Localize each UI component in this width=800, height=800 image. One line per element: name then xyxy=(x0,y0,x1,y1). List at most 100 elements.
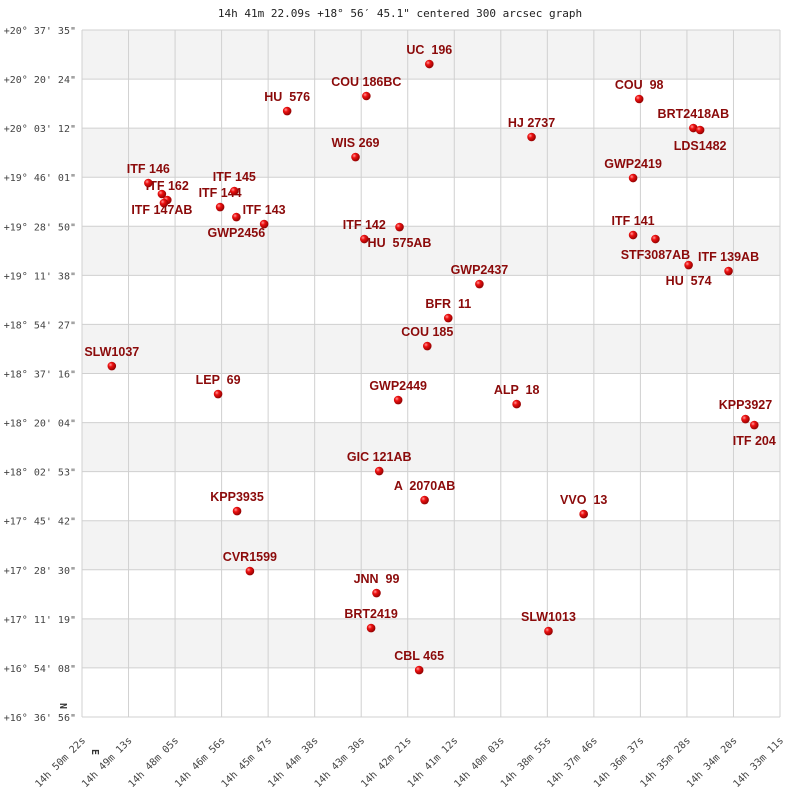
star-point xyxy=(360,234,369,244)
y-tick-label: +20° 03' 12" xyxy=(4,124,76,135)
star-point xyxy=(443,313,453,323)
star-label: GIC 121AB xyxy=(347,450,412,464)
star-point xyxy=(232,212,241,222)
star-point xyxy=(159,198,169,208)
star-label: LEP 69 xyxy=(196,373,241,387)
star-point xyxy=(230,186,239,196)
y-tick-label: +18° 20' 04" xyxy=(4,419,76,430)
star-label: KPP3935 xyxy=(210,490,264,504)
y-tick-label: +19° 11' 38" xyxy=(4,271,76,282)
band xyxy=(82,373,780,423)
star-label: BRT2418AB xyxy=(658,107,730,121)
star-point xyxy=(282,106,292,116)
band xyxy=(82,226,780,276)
star-point xyxy=(689,123,698,133)
y-tick-label: +18° 02' 53" xyxy=(4,468,76,479)
band xyxy=(82,79,780,129)
star-label: VVO 13 xyxy=(560,493,607,507)
star-point xyxy=(527,132,536,142)
star-label: COU 98 xyxy=(615,78,664,92)
band xyxy=(82,422,780,472)
star-point xyxy=(420,495,429,505)
band xyxy=(82,177,780,227)
y-tick-label: +16° 54' 08" xyxy=(4,664,76,675)
y-tick-label: +17° 11' 19" xyxy=(4,615,76,626)
star-point xyxy=(245,566,255,576)
star-point xyxy=(475,279,484,289)
y-tick-label: +20° 37' 35" xyxy=(4,26,76,37)
star-points xyxy=(107,59,759,675)
star-point xyxy=(579,509,588,519)
star-label: A 2070AB xyxy=(394,479,455,493)
star-label: ITF 204 xyxy=(733,434,776,448)
band xyxy=(82,30,780,80)
star-point xyxy=(144,178,153,188)
star-point xyxy=(157,189,167,199)
star-point xyxy=(395,222,404,232)
y-tick-label: +17° 28' 30" xyxy=(4,566,76,577)
star-point xyxy=(213,389,223,399)
star-label: ALP 18 xyxy=(494,383,540,397)
star-label: HU 575AB xyxy=(368,236,432,250)
star-point xyxy=(351,152,360,162)
star-label: LDS1482 xyxy=(674,139,727,153)
star-label: GWP2449 xyxy=(369,379,427,393)
star-point xyxy=(232,506,242,516)
star-point xyxy=(749,420,759,430)
star-point xyxy=(544,626,553,636)
y-tick-label: +18° 54' 27" xyxy=(4,320,76,331)
star-point xyxy=(366,623,376,633)
star-label: ITF 162 xyxy=(146,179,189,193)
star-labels: UC 196 COU 186BC HU 576 HJ 2737 WIS 269 COU 9… xyxy=(84,43,776,663)
star-label: ITF 141 xyxy=(612,214,655,228)
star-label: SLW1013 xyxy=(521,610,576,624)
band xyxy=(82,569,780,619)
y-tick-label: +17° 45' 42" xyxy=(4,517,76,528)
band xyxy=(82,667,780,717)
star-point xyxy=(634,94,644,104)
star-label: COU 185 xyxy=(401,325,453,339)
star-label: CBL 465 xyxy=(394,649,444,663)
star-label: HU 574 xyxy=(666,274,712,288)
star-point xyxy=(362,91,371,101)
star-point xyxy=(628,173,638,183)
star-label: WIS 269 xyxy=(332,136,380,150)
east-marker: E xyxy=(89,749,100,755)
star-label: UC 196 xyxy=(406,43,452,57)
grid-lines xyxy=(81,29,781,718)
star-label: HJ 2737 xyxy=(508,116,555,130)
star-label: STF3087AB xyxy=(621,248,690,262)
band xyxy=(82,618,780,668)
star-label: ITF 143 xyxy=(243,203,286,217)
background-bands xyxy=(82,30,780,717)
star-point xyxy=(425,59,434,69)
north-marker: N xyxy=(57,703,68,709)
band xyxy=(82,324,780,374)
star-point xyxy=(724,266,733,276)
star-point xyxy=(695,125,705,135)
star-label: JNN 99 xyxy=(354,572,400,586)
star-label: ITF 139AB xyxy=(698,250,759,264)
star-point xyxy=(628,230,638,240)
star-point xyxy=(372,588,381,598)
star-label: ITF 147AB xyxy=(131,203,192,217)
y-tick-label: +20° 20' 24" xyxy=(4,75,76,86)
star-point xyxy=(215,202,225,212)
y-axis-ticks: +20° 37' 35" +20° 20' 24" +20° 03' 12" +19°… xyxy=(4,26,76,724)
star-label: ITF 146 xyxy=(127,162,170,176)
star-point xyxy=(651,234,660,244)
star-point xyxy=(393,395,403,405)
star-point xyxy=(422,341,432,351)
star-label: BRT2419 xyxy=(344,607,398,621)
star-label: CVR1599 xyxy=(223,550,277,564)
band xyxy=(82,275,780,325)
star-point xyxy=(741,414,750,424)
star-point xyxy=(107,361,117,371)
star-point xyxy=(259,219,269,229)
y-tick-label: +18° 37' 16" xyxy=(4,370,76,381)
band xyxy=(82,471,780,521)
star-label: ITF 145 xyxy=(213,170,256,184)
band xyxy=(82,520,780,570)
y-tick-label: +19° 46' 01" xyxy=(4,173,76,184)
